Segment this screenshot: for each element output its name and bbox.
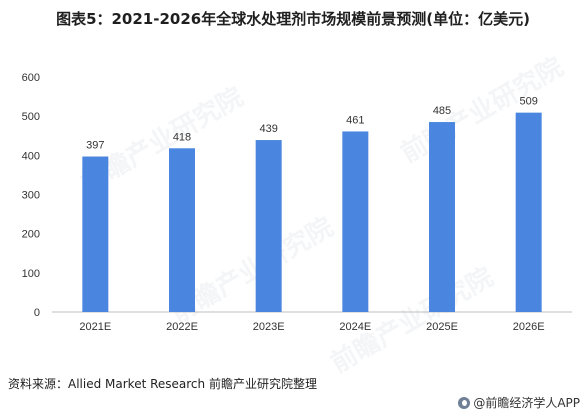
y-tick-label: 200 bbox=[22, 229, 40, 241]
y-tick-label: 0 bbox=[34, 307, 40, 319]
bar bbox=[255, 140, 282, 312]
chart-title: 图表5：2021-2026年全球水处理剂市场规模前景预测(单位：亿美元) bbox=[56, 10, 530, 28]
data-label: 485 bbox=[433, 105, 451, 117]
x-tick-label: 2023E bbox=[253, 321, 285, 333]
data-label: 461 bbox=[346, 114, 364, 126]
x-tick-label: 2024E bbox=[339, 321, 371, 333]
data-label: 397 bbox=[86, 140, 104, 152]
bar-chart: 0 100 200 300 400 500 600 397 2021E 418 2022E 439 20… bbox=[22, 72, 572, 333]
bar bbox=[342, 131, 369, 312]
brand-label: @前瞻经济学人APP bbox=[473, 396, 580, 410]
y-tick-label: 100 bbox=[22, 268, 40, 280]
bar bbox=[82, 156, 109, 312]
y-tick-label: 400 bbox=[22, 150, 40, 162]
bar bbox=[515, 112, 542, 313]
x-tick-label: 2026E bbox=[513, 321, 545, 333]
y-tick-label: 300 bbox=[22, 190, 40, 202]
bar bbox=[429, 122, 455, 313]
brand-logo-icon bbox=[458, 396, 471, 409]
brand-footer: @前瞻经济学人APP bbox=[458, 394, 580, 411]
bar bbox=[169, 148, 195, 312]
x-tick-label: 2025E bbox=[426, 321, 458, 333]
x-tick-label: 2022E bbox=[166, 321, 198, 333]
y-tick-label: 600 bbox=[22, 72, 40, 84]
source-note: 资料来源：Allied Market Research 前瞻产业研究院整理 bbox=[8, 377, 317, 391]
data-label: 509 bbox=[519, 96, 537, 108]
y-tick-label: 500 bbox=[22, 111, 40, 123]
x-tick-label: 2021E bbox=[79, 321, 111, 333]
data-label: 418 bbox=[173, 131, 191, 143]
data-label: 439 bbox=[259, 123, 277, 135]
